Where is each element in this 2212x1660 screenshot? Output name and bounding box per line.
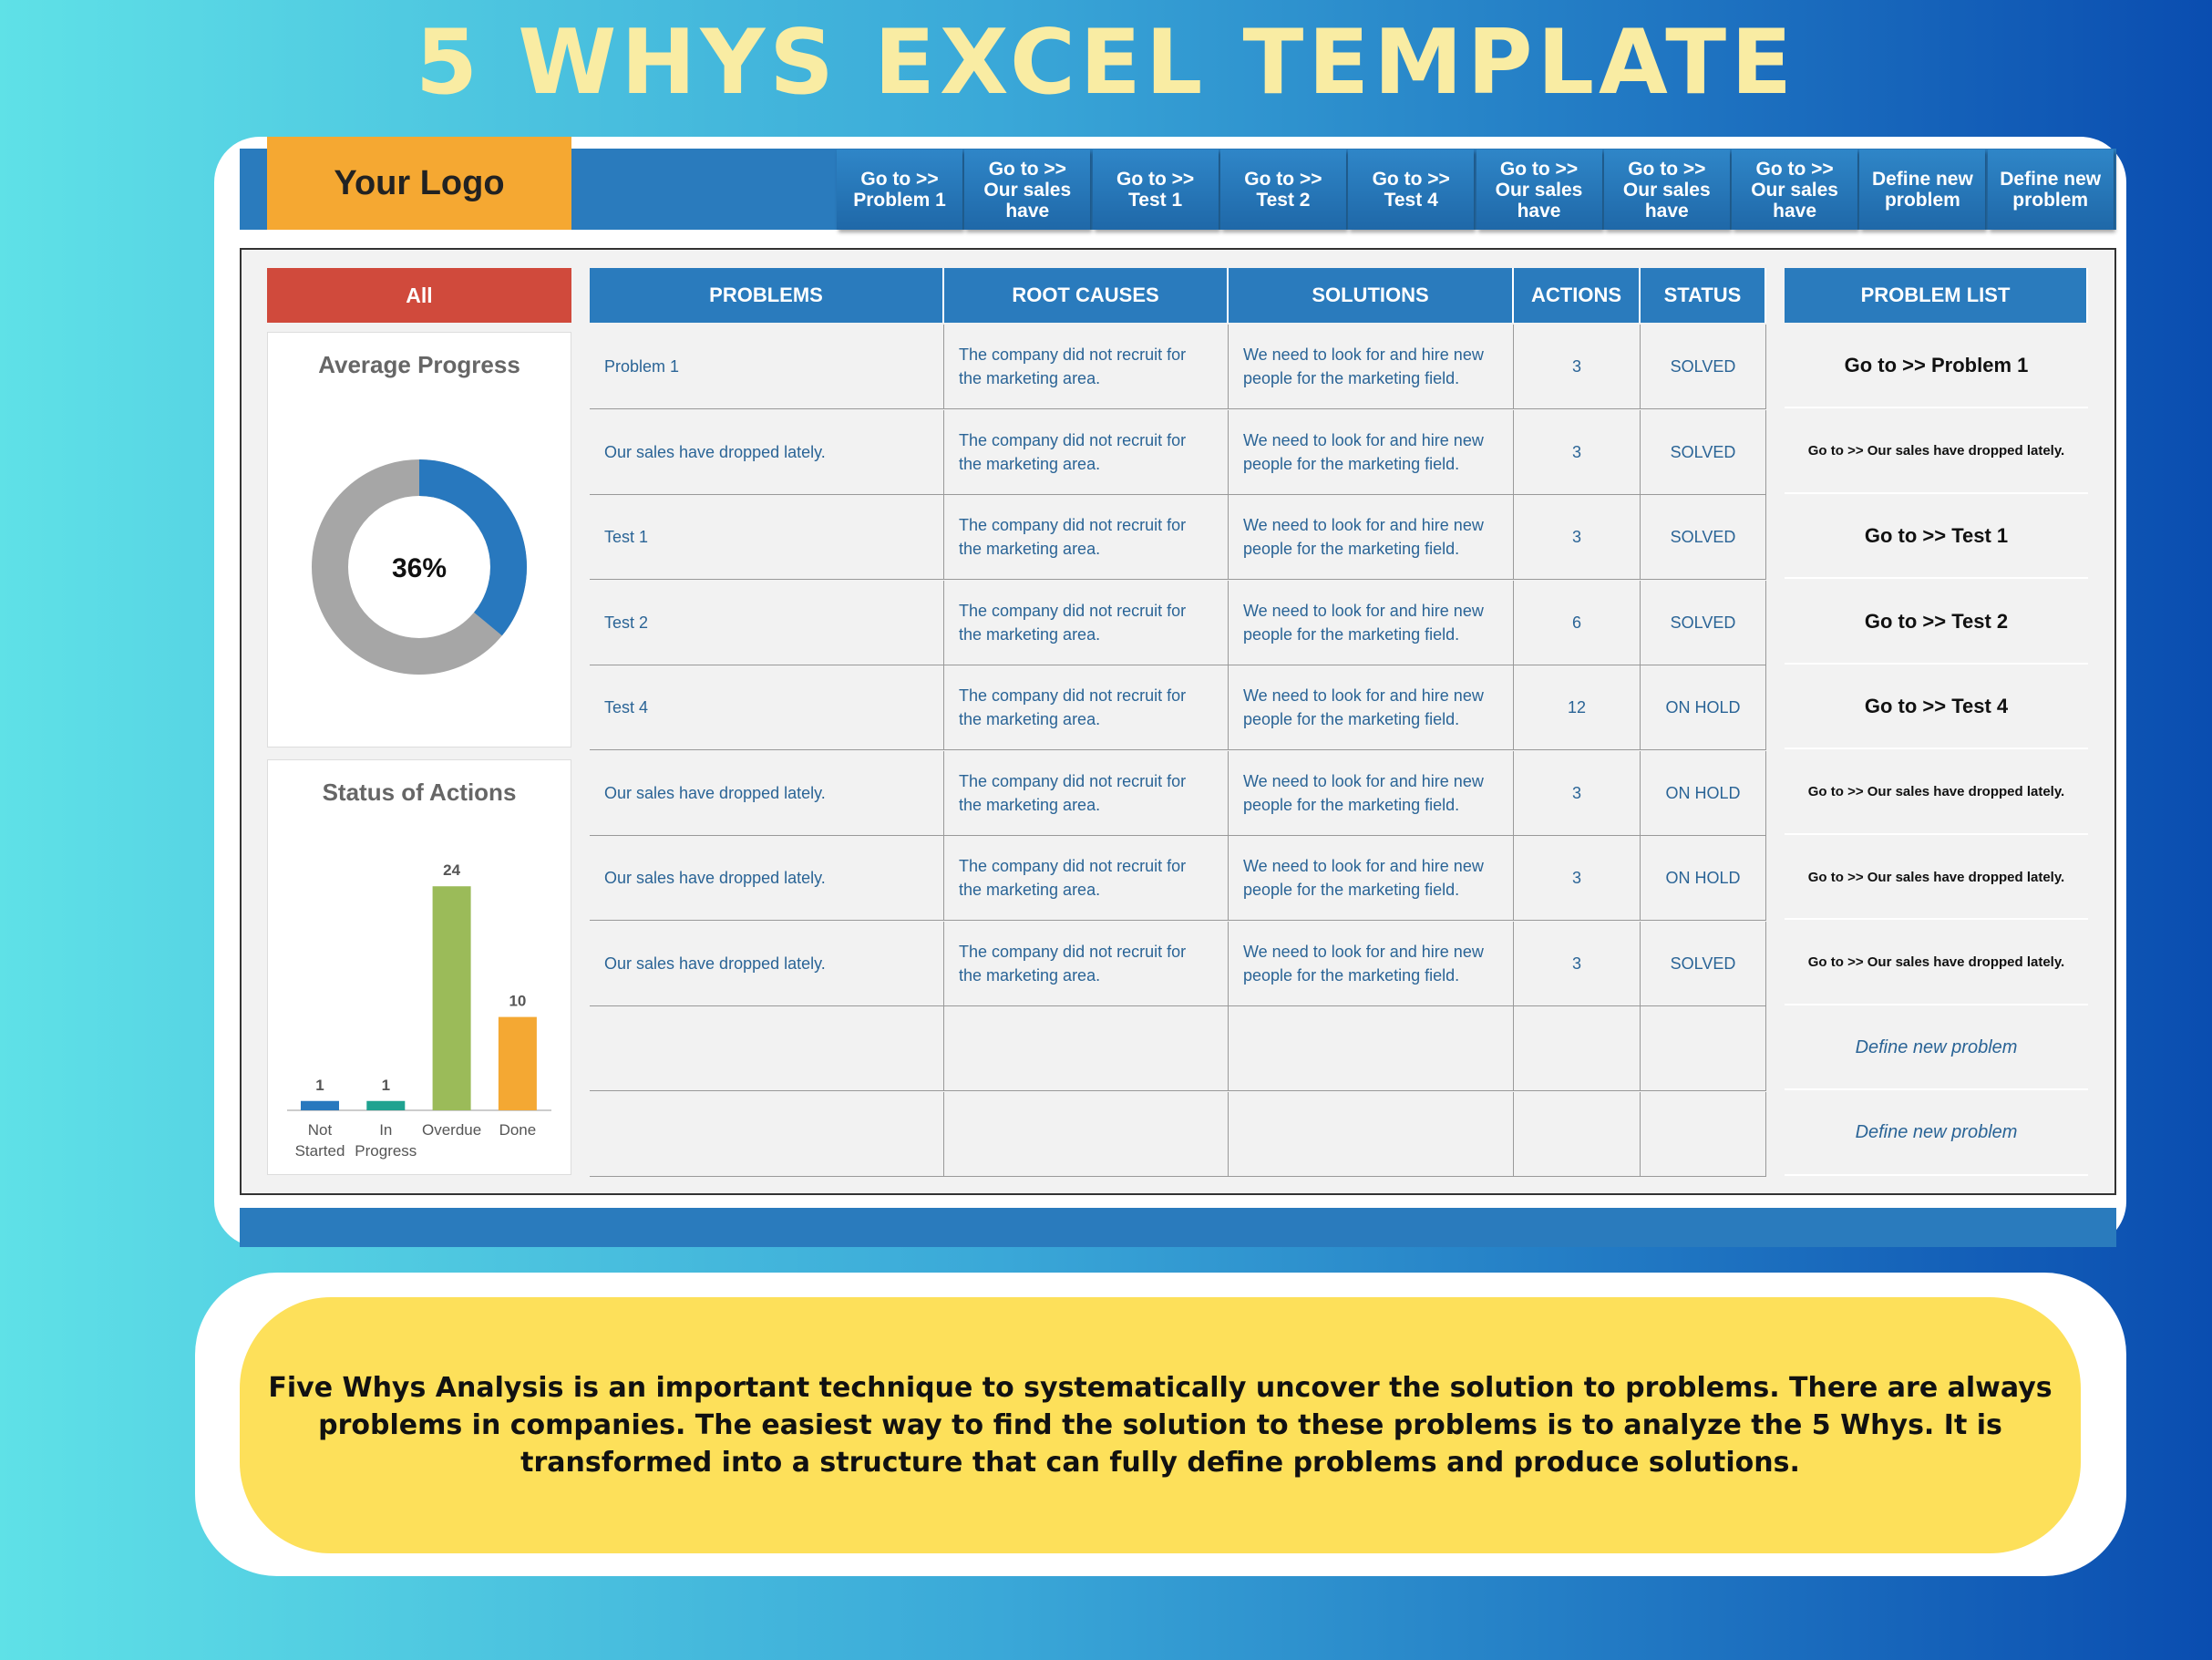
table-cell: We need to look for and hire new people … [1229,921,1514,1006]
table-cell: Test 2 [590,580,944,665]
table-cell: Test 1 [590,495,944,580]
nav-button[interactable]: Define new problem [1987,150,2114,230]
table-cell: We need to look for and hire new people … [1229,409,1514,495]
nav-button[interactable]: Go to >> Our sales have [1732,150,1858,230]
footer-band [240,1208,2116,1247]
table-cell: The company did not recruit for the mark… [944,409,1229,495]
nav-button[interactable]: Go to >> Our sales have [1476,150,1602,230]
donut-label: 36% [392,553,447,583]
nav-button[interactable]: Go to >> Our sales have [1603,150,1730,230]
problem-link[interactable]: Define new problem [1785,1091,2088,1176]
table-cell [1514,1006,1641,1091]
column-header: PROBLEMS [590,268,944,323]
table-cell: 3 [1514,495,1641,580]
table-cell [1229,1091,1514,1177]
table-cell: 3 [1514,836,1641,921]
problem-link[interactable]: Go to >> Our sales have dropped lately. [1785,836,2088,920]
table-cell: Our sales have dropped lately. [590,921,944,1006]
table-cell: Our sales have dropped lately. [590,836,944,921]
table-cell: SOLVED [1641,495,1766,580]
nav-button[interactable]: Go to >> Our sales have [964,150,1091,230]
table-cell: 3 [1514,409,1641,495]
table-cell: We need to look for and hire new people … [1229,665,1514,750]
column-header: SOLUTIONS [1229,268,1514,323]
table-cell: ON HOLD [1641,750,1766,836]
table-cell: SOLVED [1641,325,1766,409]
bar [432,886,471,1110]
table-cell [1641,1091,1766,1177]
category-label: Not Started [294,1121,345,1160]
category-label: In Progress [355,1121,417,1160]
problem-link[interactable]: Go to >> Test 4 [1785,665,2088,749]
nav-button[interactable]: Go to >> Test 2 [1219,150,1346,230]
table-cell: The company did not recruit for the mark… [944,750,1229,836]
table-cell: 3 [1514,325,1641,409]
problem-link[interactable]: Go to >> Test 1 [1785,495,2088,579]
table-cell: The company did not recruit for the mark… [944,495,1229,580]
category-label: Overdue [421,1121,482,1139]
table-cell: The company did not recruit for the mark… [944,665,1229,750]
table-cell: SOLVED [1641,580,1766,665]
bar-label: 10 [509,993,526,1010]
bar [366,1100,406,1110]
bar-label: 1 [315,1077,324,1094]
table-cell: ON HOLD [1641,665,1766,750]
table-cell: Our sales have dropped lately. [590,409,944,495]
table-cell: The company did not recruit for the mark… [944,836,1229,921]
table-cell [944,1006,1229,1091]
table-cell: 12 [1514,665,1641,750]
problem-link[interactable]: Go to >> Our sales have dropped lately. [1785,750,2088,835]
table-cell: We need to look for and hire new people … [1229,750,1514,836]
table-cell [590,1091,944,1177]
table-cell [1641,1006,1766,1091]
column-header: STATUS [1641,268,1766,323]
table-cell [1514,1091,1641,1177]
page-title: 5 WHYS EXCEL TEMPLATE [415,11,1797,115]
table-cell: SOLVED [1641,921,1766,1006]
status-title: Status of Actions [322,778,517,806]
bar-label: 1 [382,1077,390,1094]
bar [301,1100,339,1110]
bar [498,1016,537,1110]
table-cell [1229,1006,1514,1091]
column-header: ROOT CAUSES [944,268,1229,323]
column-header: ACTIONS [1514,268,1641,323]
nav-button[interactable]: Go to >> Test 4 [1348,150,1475,230]
table-cell: We need to look for and hire new people … [1229,580,1514,665]
filter-button[interactable]: All [267,268,571,323]
table-cell: We need to look for and hire new people … [1229,836,1514,921]
table-cell: Test 4 [590,665,944,750]
problem-link[interactable]: Go to >> Our sales have dropped lately. [1785,921,2088,1005]
table-cell: Our sales have dropped lately. [590,750,944,836]
bar-label: 24 [443,861,460,879]
table-cell: 3 [1514,921,1641,1006]
table-cell [590,1006,944,1091]
nav-button[interactable]: Go to >> Test 1 [1092,150,1219,230]
table-cell: 3 [1514,750,1641,836]
problem-link[interactable]: Define new problem [1785,1006,2088,1090]
column-header: PROBLEM LIST [1785,268,2088,323]
nav-button[interactable]: Define new problem [1859,150,1986,230]
table-cell: The company did not recruit for the mark… [944,325,1229,409]
progress-title: Average Progress [318,351,520,378]
charts: 36% 1 1 24 10 [287,459,551,1111]
table-cell: ON HOLD [1641,836,1766,921]
table-cell: The company did not recruit for the mark… [944,580,1229,665]
logo: Your Logo [267,137,571,230]
problem-link[interactable]: Go to >> Problem 1 [1785,325,2088,408]
problem-link[interactable]: Go to >> Our sales have dropped lately. [1785,409,2088,494]
table-cell: We need to look for and hire new people … [1229,495,1514,580]
table-cell: 6 [1514,580,1641,665]
table-cell: The company did not recruit for the mark… [944,921,1229,1006]
nav-button[interactable]: Go to >> Problem 1 [837,150,962,230]
table-cell [944,1091,1229,1177]
category-label: Done [499,1121,537,1139]
problem-link[interactable]: Go to >> Test 2 [1785,580,2088,665]
table-cell: We need to look for and hire new people … [1229,325,1514,409]
table-cell: SOLVED [1641,409,1766,495]
table-cell: Problem 1 [590,325,944,409]
donut-value [312,459,527,675]
description: Five Whys Analysis is an important techn… [240,1297,2081,1553]
